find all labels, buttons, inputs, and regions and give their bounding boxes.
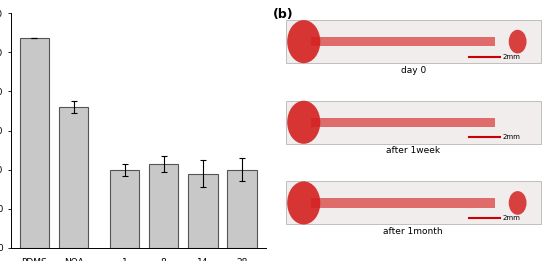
- Bar: [286, 20, 541, 63]
- Bar: [149, 164, 179, 248]
- Text: 2mm: 2mm: [502, 134, 520, 140]
- Text: day 0: day 0: [401, 66, 426, 74]
- Text: after 1week: after 1week: [386, 146, 440, 155]
- Bar: [311, 37, 495, 46]
- Bar: [286, 181, 541, 224]
- Ellipse shape: [287, 20, 321, 63]
- Text: 2mm: 2mm: [502, 54, 520, 60]
- Bar: [286, 101, 541, 144]
- Text: (b): (b): [273, 8, 294, 21]
- Text: after 1month: after 1month: [383, 227, 443, 236]
- Bar: [59, 107, 88, 248]
- Bar: [20, 39, 49, 248]
- Ellipse shape: [509, 30, 526, 54]
- Bar: [188, 174, 217, 248]
- Bar: [311, 117, 495, 127]
- Bar: [227, 170, 257, 248]
- Bar: [110, 170, 139, 248]
- Ellipse shape: [509, 191, 526, 215]
- Bar: [311, 198, 495, 208]
- Ellipse shape: [287, 181, 321, 224]
- Text: 2mm: 2mm: [502, 215, 520, 221]
- Ellipse shape: [287, 101, 321, 144]
